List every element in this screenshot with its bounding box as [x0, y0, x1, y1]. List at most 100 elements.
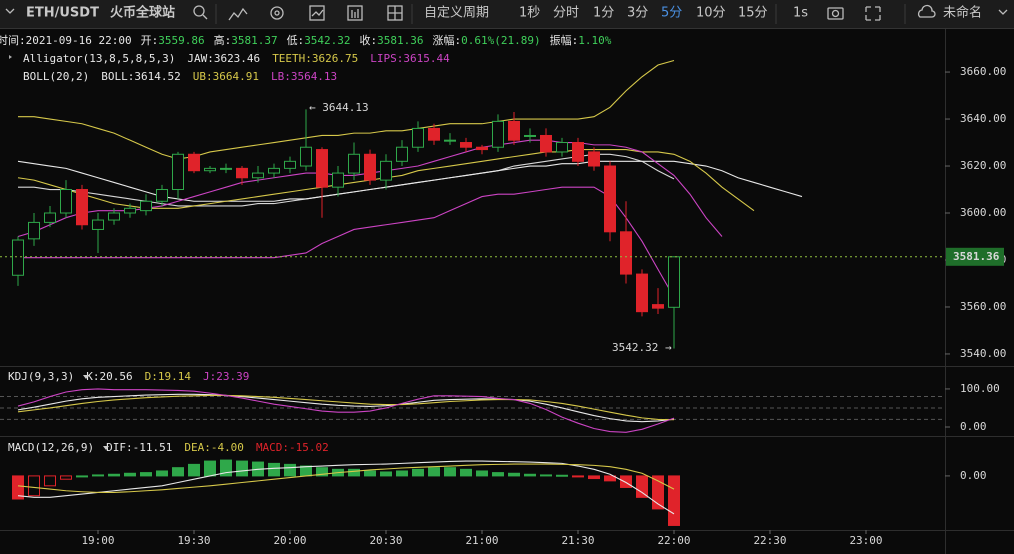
custom-period[interactable]: 自定义周期 [424, 6, 489, 21]
info-value: 3542.32 [304, 34, 350, 47]
macd-legend: MACD(12,26,9) DIF:-11.51 DEA:-4.00 MACD:-15… [8, 441, 329, 454]
info-label: 时间: [0, 34, 26, 47]
macd-legend-item: MACD(12,26,9) [8, 441, 94, 454]
macd-bar [556, 474, 568, 477]
period-button[interactable]: 分时 [553, 6, 579, 21]
x-tick-label: 23:00 [849, 534, 882, 547]
macd-bar [492, 472, 504, 477]
alligator-legend: Alligator(13,8,5,8,5,3) JAW:3623.46 TEETH:… [23, 52, 450, 65]
macd-bar [76, 475, 88, 478]
info-label: 振幅: [550, 33, 579, 47]
candle-body [172, 153, 184, 191]
chart-type-icon[interactable] [309, 5, 325, 21]
candle-body [508, 120, 520, 141]
info-value: 3581.37 [231, 34, 277, 47]
user-name[interactable]: 未命名 [943, 5, 982, 21]
cloud-icon[interactable] [917, 4, 936, 18]
macd-bar [652, 475, 664, 510]
info-label: 开: [141, 34, 159, 47]
info-value: 1.10% [578, 34, 611, 47]
candle-body [380, 160, 392, 181]
macd-bar [540, 474, 552, 477]
x-tick-label: 22:30 [753, 534, 786, 547]
period-button[interactable]: 5分 [661, 6, 682, 21]
screenshot-icon[interactable] [827, 7, 844, 20]
period-button[interactable]: 1s [793, 6, 808, 21]
candle-body [620, 231, 632, 275]
toolbar [0, 0, 1014, 28]
indicator-icon[interactable] [228, 7, 248, 21]
macd-bar [364, 470, 376, 477]
period-button[interactable]: 10分 [696, 6, 726, 21]
macd-bar [572, 475, 584, 478]
macd-bar [444, 467, 456, 477]
period-button[interactable]: 3分 [627, 6, 648, 21]
candle-body [476, 146, 488, 151]
period-button[interactable]: 1秒 [519, 6, 540, 21]
kdj-line [17, 394, 675, 421]
indicator-line [17, 160, 803, 202]
kdj-legend-item: J:23.39 [203, 370, 249, 383]
candle-body [220, 167, 232, 170]
x-tick-label: 20:30 [369, 534, 402, 547]
kdj-line [17, 393, 675, 423]
kdj-line [17, 388, 675, 433]
kdj-legend: KDJ(9,3,3) K:20.56 D:19.14 J:23.39 [8, 370, 249, 383]
info-value: 2021-09-16 22:00 [26, 34, 132, 47]
low-annotation: 3542.32 → [612, 341, 672, 354]
macd-line [17, 460, 675, 515]
kdj-legend-item: D:19.14 [145, 370, 192, 383]
x-tick-label: 22:00 [657, 534, 690, 547]
macd-bar [60, 475, 72, 480]
kdj-menu[interactable] [83, 375, 89, 379]
candle-body [572, 142, 584, 162]
macd-menu[interactable] [103, 446, 109, 450]
panel-borders [0, 29, 1014, 554]
y-tick-label: 0.00 [960, 469, 987, 482]
macd-bar [460, 468, 472, 477]
last-price-box [946, 247, 1004, 266]
settings-icon[interactable] [270, 6, 284, 20]
search-icon[interactable] [193, 5, 205, 17]
candle-body [604, 165, 616, 233]
info-value: 3559.86 [158, 34, 204, 47]
dropdown-icon[interactable] [5, 8, 15, 14]
candle-body [332, 172, 344, 188]
macd-bar [476, 470, 488, 477]
user-dropdown-icon[interactable] [998, 9, 1008, 15]
macd-bar [188, 463, 200, 477]
macd-bar [284, 463, 296, 477]
info-value: 3581.36 [377, 34, 423, 47]
period-button[interactable]: 15分 [738, 6, 768, 21]
macd-bar [156, 470, 168, 477]
macd-bar [28, 475, 40, 497]
candle-body [12, 239, 24, 276]
candle-body [92, 219, 104, 230]
y-tick-label: 100.00 [960, 382, 1000, 395]
indicator-line [18, 186, 675, 298]
period-button[interactable]: 1分 [593, 6, 614, 21]
macd-bar [204, 460, 216, 477]
candle-body [60, 189, 72, 214]
toolbar-icons [5, 4, 1008, 21]
macd-legend-item: DIF:-11.51 [106, 441, 172, 454]
fullscreen-icon[interactable] [865, 6, 881, 21]
candle-body [300, 146, 312, 167]
candle-body [652, 304, 664, 309]
candle-body [188, 153, 200, 172]
x-tick-label: 19:30 [177, 534, 210, 547]
high-annotation: ← 3644.13 [309, 101, 369, 114]
symbol: ETH/USDT [26, 6, 99, 21]
candle-body [524, 134, 536, 137]
macd-bar [348, 468, 360, 477]
boll-legend-item: BOLL:3614.52 [101, 70, 180, 83]
kdj-legend-item: K:20.56 [86, 370, 132, 383]
candle-body [556, 142, 568, 153]
template-icon[interactable] [347, 5, 363, 21]
candle-body [108, 212, 120, 221]
candle-body [348, 153, 360, 174]
candle-body [204, 167, 216, 172]
candle-body [636, 273, 648, 313]
x-tick-label: 20:00 [273, 534, 306, 547]
macd-bar [316, 467, 328, 477]
